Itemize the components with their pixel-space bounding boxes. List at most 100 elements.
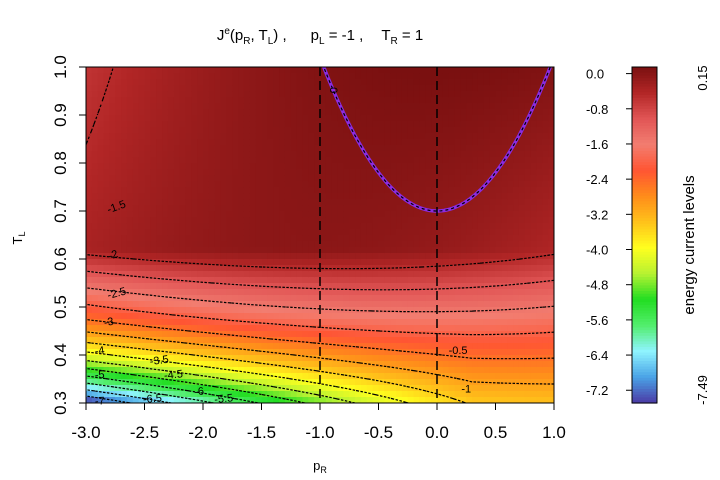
heatmap-cell	[536, 97, 543, 104]
heatmap-cell	[179, 337, 187, 344]
heatmap-cell	[290, 247, 298, 254]
heatmap-cell	[109, 115, 116, 122]
heatmap-cell	[208, 295, 216, 302]
heatmap-cell	[413, 175, 421, 182]
heatmap-cell	[284, 385, 292, 392]
heatmap-cell	[273, 139, 280, 146]
heatmap-cell	[91, 343, 99, 350]
heatmap-cell	[267, 235, 274, 242]
heatmap-cell	[507, 379, 514, 386]
heatmap-cell	[331, 241, 339, 248]
heatmap-cell	[167, 103, 175, 110]
heatmap-cell	[483, 85, 491, 92]
heatmap-cell	[290, 325, 298, 332]
heatmap-cell	[366, 391, 374, 398]
heatmap-cell	[203, 91, 210, 98]
contour-label: -6	[194, 386, 205, 399]
heatmap-cell	[442, 391, 450, 398]
heatmap-cell	[279, 193, 286, 200]
heatmap-cell	[103, 325, 110, 332]
heatmap-cell	[425, 385, 432, 392]
heatmap-cell	[448, 247, 456, 254]
heatmap-cell	[513, 307, 520, 314]
heatmap-cell	[279, 127, 286, 134]
heatmap-cell	[144, 271, 151, 278]
colorbar-segment	[632, 153, 657, 158]
heatmap-cell	[232, 211, 239, 218]
heatmap-cell	[337, 157, 344, 164]
heatmap-cell	[372, 271, 380, 278]
heatmap-cell	[401, 133, 409, 140]
heatmap-cell	[273, 355, 280, 362]
heatmap-cell	[302, 385, 309, 392]
heatmap-cell	[360, 373, 368, 380]
heatmap-cell	[238, 85, 245, 92]
heatmap-cell	[126, 121, 134, 128]
heatmap-cell	[302, 313, 309, 320]
heatmap-cell	[273, 157, 280, 164]
heatmap-cell	[279, 295, 286, 302]
heatmap-cell	[483, 121, 491, 128]
heatmap-cell	[144, 349, 151, 356]
heatmap-cell	[191, 331, 198, 338]
heatmap-cell	[115, 163, 122, 170]
heatmap-cell	[150, 229, 157, 236]
heatmap-cell	[290, 139, 298, 146]
heatmap-cell	[378, 295, 385, 302]
heatmap-cell	[91, 319, 99, 326]
heatmap-cell	[103, 175, 110, 182]
heatmap-cell	[314, 79, 321, 86]
heatmap-cell	[273, 397, 280, 403]
heatmap-cell	[390, 355, 397, 362]
heatmap-cell	[349, 67, 356, 74]
heatmap-cell	[226, 373, 233, 380]
heatmap-cell	[419, 301, 426, 308]
y-tick-label: 0.6	[51, 247, 70, 271]
heatmap-cell	[390, 247, 397, 254]
heatmap-cell	[156, 205, 163, 212]
heatmap-cell	[296, 325, 304, 332]
heatmap-cell	[466, 289, 473, 296]
heatmap-cell	[331, 73, 339, 80]
colorbar-segment	[632, 327, 657, 331]
heatmap-cell	[390, 85, 397, 92]
heatmap-cell	[150, 127, 157, 134]
heatmap-cell	[407, 193, 415, 200]
heatmap-cell	[150, 259, 157, 266]
heatmap-cell	[472, 295, 479, 302]
heatmap-cell	[167, 283, 175, 290]
heatmap-cell	[109, 109, 116, 116]
heatmap-cell	[390, 193, 397, 200]
heatmap-cell	[349, 253, 356, 260]
heatmap-cell	[472, 115, 479, 122]
heatmap-cell	[501, 385, 508, 392]
heatmap-cell	[126, 361, 134, 368]
heatmap-cell	[384, 139, 391, 146]
heatmap-cell	[167, 109, 175, 116]
heatmap-cell	[542, 235, 549, 242]
heatmap-cell	[290, 385, 298, 392]
heatmap-cell	[320, 253, 327, 260]
heatmap-cell	[355, 157, 362, 164]
heatmap-cell	[489, 223, 497, 230]
heatmap-cell	[115, 121, 122, 128]
heatmap-cell	[197, 103, 204, 110]
heatmap-cell	[314, 223, 321, 230]
heatmap-cell	[203, 367, 210, 374]
heatmap-cell	[390, 163, 397, 170]
heatmap-cell	[132, 133, 140, 140]
heatmap-cell	[331, 157, 339, 164]
heatmap-cell	[203, 331, 210, 338]
heatmap-cell	[349, 379, 356, 386]
heatmap-cell	[507, 97, 514, 104]
heatmap-cell	[185, 91, 192, 98]
heatmap-cell	[296, 121, 304, 128]
heatmap-cell	[507, 277, 514, 284]
heatmap-cell	[191, 277, 198, 284]
heatmap-cell	[378, 223, 385, 230]
heatmap-cell	[489, 73, 497, 80]
heatmap-cell	[273, 247, 280, 254]
heatmap-cell	[442, 361, 450, 368]
heatmap-cell	[314, 247, 321, 254]
heatmap-cell	[536, 151, 543, 158]
